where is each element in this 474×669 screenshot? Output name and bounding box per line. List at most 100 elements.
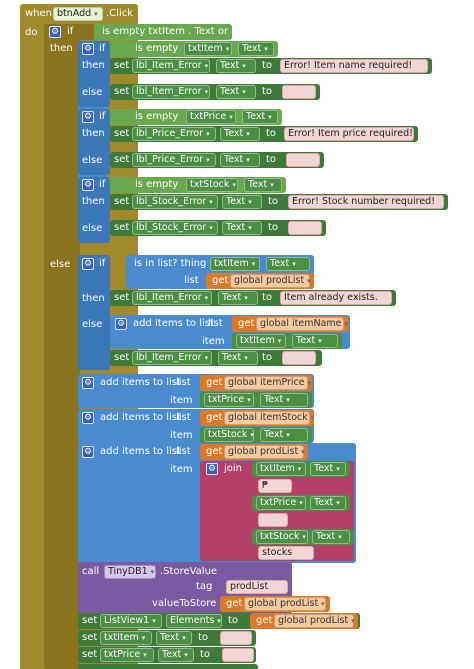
string-chip[interactable]: stocks [258, 546, 314, 560]
var-chip[interactable]: global itemName ▾ [256, 317, 348, 331]
component-dropdown[interactable]: btnAdd ▾ [53, 7, 103, 21]
get-keyword: get [238, 318, 255, 329]
comp-chip[interactable]: txtItem ▾ [210, 257, 260, 271]
string-chip[interactable]: Error! Item price required! [284, 127, 414, 141]
label-chip[interactable]: lbl_Stock_Error ▾ [132, 195, 218, 209]
label-chip[interactable]: lbl_Item_Error ▾ [132, 351, 212, 365]
comp-chip[interactable]: TinyDB1 ▾ [104, 565, 156, 579]
string-chip[interactable] [288, 221, 322, 235]
prop-chip[interactable]: Text ▾ [222, 195, 262, 209]
then-keyword: then [82, 196, 105, 207]
comp-chip[interactable]: txtItem ▾ [100, 631, 152, 645]
get-keyword: get [226, 598, 243, 609]
get-keyword: get [212, 275, 229, 286]
list-keyword: list [176, 412, 191, 423]
prop-chip[interactable]: Text ▾ [310, 462, 346, 476]
comp-chip[interactable]: txtPrice ▾ [256, 496, 306, 510]
to-keyword: to [262, 60, 273, 71]
var-name: global prodList [234, 275, 305, 286]
label-chip[interactable]: lbl_Price_Error ▾ [132, 153, 216, 167]
prop-chip[interactable]: Text ▾ [242, 110, 278, 124]
string-chip[interactable]: Item already exists. [280, 291, 392, 305]
add-items-label: add items to list [100, 412, 181, 423]
outer-if-block[interactable] [44, 24, 80, 669]
gear-icon[interactable]: ⚙ [82, 446, 94, 458]
string-chip[interactable] [258, 513, 288, 527]
gear-icon[interactable]: ⚙ [82, 43, 94, 55]
outer-condition-block[interactable] [94, 24, 232, 40]
prop-chip[interactable]: Text ▾ [238, 42, 274, 56]
comp-chip[interactable]: txtPrice ▾ [100, 648, 154, 662]
comp-chip[interactable]: txtStock ▾ [256, 530, 308, 544]
var-chip[interactable]: global prodList ▾ [230, 274, 311, 288]
label-chip[interactable]: lbl_Item_Error ▾ [132, 291, 212, 305]
string-chip[interactable]: Error! Stock number required! [288, 195, 444, 209]
comp-chip[interactable]: txtItem ▾ [236, 334, 286, 348]
string-chip[interactable] [286, 153, 320, 167]
prop-chip[interactable]: Text ▾ [260, 393, 308, 407]
var-chip[interactable]: global prodList ▾ [274, 614, 355, 628]
prop-chip[interactable]: Text ▾ [216, 59, 256, 73]
gear-icon[interactable]: ⚙ [82, 377, 94, 389]
string-chip[interactable]: Error! Item name required! [280, 59, 428, 73]
string-chip[interactable] [222, 648, 254, 662]
comp-chip[interactable]: ListView1 ▾ [100, 614, 162, 628]
comp-chip[interactable]: txtStock ▾ [204, 428, 254, 442]
comp-chip[interactable]: txtPrice ▾ [204, 393, 254, 407]
prop-chip[interactable]: Text ▾ [292, 334, 338, 348]
join-keyword: join [224, 463, 243, 474]
prop-name: Text [264, 429, 284, 440]
string-chip[interactable]: prodList [226, 580, 288, 594]
label-chip[interactable]: lbl_Item_Error ▾ [132, 59, 210, 73]
method-name: .StoreValue [160, 566, 218, 577]
comp-chip[interactable]: txtItem ▾ [184, 42, 232, 56]
comp-chip[interactable]: txtItem ▾ [256, 462, 306, 476]
string-chip[interactable] [282, 351, 316, 365]
string-chip[interactable] [282, 85, 316, 99]
gear-icon[interactable]: ⚙ [82, 111, 94, 123]
gear-icon[interactable]: ⚙ [206, 463, 218, 475]
prop-chip[interactable]: Text ▾ [216, 85, 256, 99]
prop-chip[interactable]: Text ▾ [310, 496, 346, 510]
prop-chip[interactable]: Text ▾ [158, 648, 194, 662]
var-chip[interactable]: global itemStock ▾ [224, 411, 314, 425]
prop-chip[interactable]: Text ▾ [244, 178, 282, 192]
string-chip[interactable]: ₱ [258, 479, 292, 493]
prop-chip[interactable]: Text ▾ [222, 221, 262, 235]
gear-icon[interactable]: ⚙ [82, 412, 94, 424]
comp-name: txtPrice [260, 497, 297, 508]
var-chip[interactable]: global prodList ▾ [244, 597, 326, 611]
to-keyword: to [268, 196, 279, 207]
prop-chip[interactable]: Text ▾ [220, 153, 260, 167]
label-chip[interactable]: lbl_Stock_Error ▾ [132, 221, 218, 235]
label-chip[interactable]: lbl_Price_Error ▾ [132, 127, 216, 141]
gear-icon[interactable]: ⚙ [49, 26, 61, 38]
set-partial-block[interactable] [78, 664, 258, 669]
prop-name: Text [222, 292, 242, 303]
prop-chip[interactable]: Text ▾ [218, 351, 258, 365]
prop-chip[interactable]: Text ▾ [220, 127, 260, 141]
prop-chip[interactable]: Text ▾ [218, 291, 258, 305]
comp-chip[interactable]: txtPrice ▾ [186, 110, 236, 124]
inlist-if-block[interactable] [78, 255, 110, 370]
prop-chip[interactable]: Text ▾ [156, 631, 192, 645]
then-keyword: then [50, 43, 73, 54]
comp-name: txtItem [104, 632, 139, 643]
prop-chip[interactable]: Text ▾ [312, 530, 350, 544]
gear-icon[interactable]: ⚙ [115, 318, 127, 330]
comp-chip[interactable]: txtStock ▾ [186, 178, 238, 192]
label-name: lbl_Price_Error [136, 128, 204, 139]
string-chip[interactable] [220, 631, 252, 645]
comp-name: txtStock [208, 429, 248, 440]
prop-chip[interactable]: Elements ▾ [166, 614, 222, 628]
var-chip[interactable]: global itemPrice ▾ [224, 376, 311, 390]
gear-icon[interactable]: ⚙ [82, 179, 94, 191]
label-chip[interactable]: lbl_Item_Error ▾ [132, 85, 210, 99]
var-chip[interactable]: global prodList ▾ [224, 445, 305, 459]
prop-name: Text [264, 394, 284, 405]
gear-icon[interactable]: ⚙ [82, 258, 94, 270]
prop-chip[interactable]: Text ▾ [266, 257, 310, 271]
set-keyword: set [114, 222, 130, 233]
prop-chip[interactable]: Text ▾ [260, 428, 308, 442]
var-name: global prodList [248, 598, 319, 609]
